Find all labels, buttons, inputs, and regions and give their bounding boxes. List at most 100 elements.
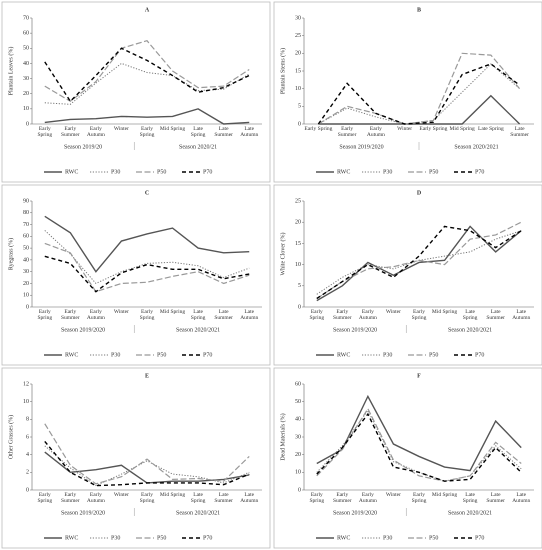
x-tick-box: Winter [386,492,401,498]
x-tick-box: Early Spring [139,309,155,321]
x-tick-label: Early Summer [61,309,80,321]
x-tick-label: Early Summer [337,126,357,138]
season-label: Season 2019/2020 [61,510,105,516]
y-tick-label: 80 [23,210,29,216]
y-tick-label: 2 [26,470,29,476]
y-tick-label: 60 [23,31,29,37]
legend-label: RWC [337,535,350,541]
series-line [317,63,521,125]
x-tick-label: Early Spring [419,126,448,132]
y-tick-label: 15 [295,241,301,247]
legend-label: P50 [157,535,166,541]
y-tick-label: 40 [23,61,29,67]
series-line [318,63,520,125]
x-tick-box: Early Summer [333,309,352,321]
y-tick-label: 30 [23,269,29,275]
panel: D White Clover (%) 0 5 10 15 20 25 Early Spring E… [273,184,542,366]
x-tick-box: Mid Spring [160,492,185,498]
x-tick-box: Early Summer [333,492,352,504]
legend-label: P30 [383,352,392,358]
legend-label: P70 [203,535,212,541]
x-tick-label: Early Spring [304,126,333,132]
panel-title: C [145,190,149,196]
y-tick-label: 20 [295,220,301,226]
x-tick-label: Early Spring [309,309,325,321]
x-tick-label: Mid Spring [431,492,458,498]
season-label: Season 2020/2021 [448,327,492,333]
y-tick-label: 40 [295,417,301,423]
x-tick-box: Early Spring [411,492,427,504]
y-tick-label: 10 [23,399,29,405]
x-tick-box: Late Summer [214,309,233,321]
season-label: Season 2020/2021 [454,144,498,150]
x-tick-label: Early Autumn [86,309,105,321]
x-tick-label: Late Summer [510,126,529,138]
y-tick-label: 25 [295,198,301,204]
series-line [316,409,522,482]
y-axis-label: Dead Materials (%) [279,413,286,460]
x-tick-box: Early Summer [61,492,80,504]
series-line [44,108,250,125]
x-tick-box: Early Spring [309,309,325,321]
x-tick-label: Winter [385,309,401,315]
panel: E Other Grasses (%) 0 2 4 6 8 10 12 Early Spring E… [1,367,271,549]
y-tick-label: 0 [298,304,301,310]
x-tick-label: Early Spring [411,492,427,504]
x-tick-box: Late Spring [478,126,504,132]
y-tick-label: 50 [295,399,301,405]
legend-label: P30 [383,535,392,541]
y-tick-label: 10 [295,262,301,268]
x-tick-label: Early Spring [309,492,325,504]
x-tick-label: Early Spring [139,492,155,504]
x-tick-label: Early Summer [61,126,80,138]
x-tick-label: Early Spring [411,309,427,321]
x-tick-label: Late Summer [486,492,505,504]
x-tick-box: Early Summer [61,126,80,138]
x-tick-box: Early Autumn [359,309,377,321]
series-line [316,412,522,482]
panel-title: A [145,7,150,13]
y-tick-label: 0 [298,487,301,493]
x-tick-label: Early Autumn [86,126,105,138]
y-tick-label: 10 [23,293,29,299]
series-line [44,242,250,293]
y-axis-label: White Clover (%) [279,233,286,276]
x-tick-label: Late Spring [462,309,478,321]
y-tick-label: 0 [26,304,29,310]
x-tick-box: Late Autumn [240,492,258,504]
y-tick-label: 50 [23,245,29,251]
y-tick-label: 70 [23,222,29,228]
series-line [318,94,521,125]
x-tick-label: Late Summer [214,309,233,321]
x-tick-label: Late Spring [190,126,206,138]
x-tick-box: Winter [114,309,129,315]
x-tick-label: Early Autumn [86,492,105,504]
y-tick-label: 0 [26,121,29,127]
y-tick-label: 30 [23,76,29,82]
season-label: Season 2019/2020 [333,510,377,516]
x-tick-box: Early Spring [419,126,448,132]
legend-label: RWC [337,169,350,175]
x-tick-label: Late Summer [214,492,233,504]
x-tick-box: Late Summer [214,126,233,138]
x-tick-label: Winter [113,126,129,132]
x-tick-box: Early Summer [61,309,80,321]
x-tick-label: Winter [397,126,413,132]
legend-label: P30 [111,352,120,358]
y-tick-label: 20 [23,91,29,97]
x-tick-box: Early Spring [411,309,427,321]
legend-label: P70 [475,535,484,541]
legend-label: P50 [429,535,438,541]
panel-title: F [417,373,421,379]
panel: A Plantain Leaves (%) 0 10 20 30 40 50 60 70 Early… [1,1,271,183]
x-tick-box: Mid Spring [431,492,458,498]
season-label: Season 2020/21 [179,144,217,150]
season-label: Season 2020/2021 [176,510,220,516]
y-tick-label: 10 [23,106,29,112]
x-tick-label: Early Spring [139,309,155,321]
x-tick-label: Early Spring [37,309,53,321]
x-tick-box: Early Spring [139,492,155,504]
legend-label: RWC [65,169,78,175]
x-tick-label: Early Spring [37,126,53,138]
